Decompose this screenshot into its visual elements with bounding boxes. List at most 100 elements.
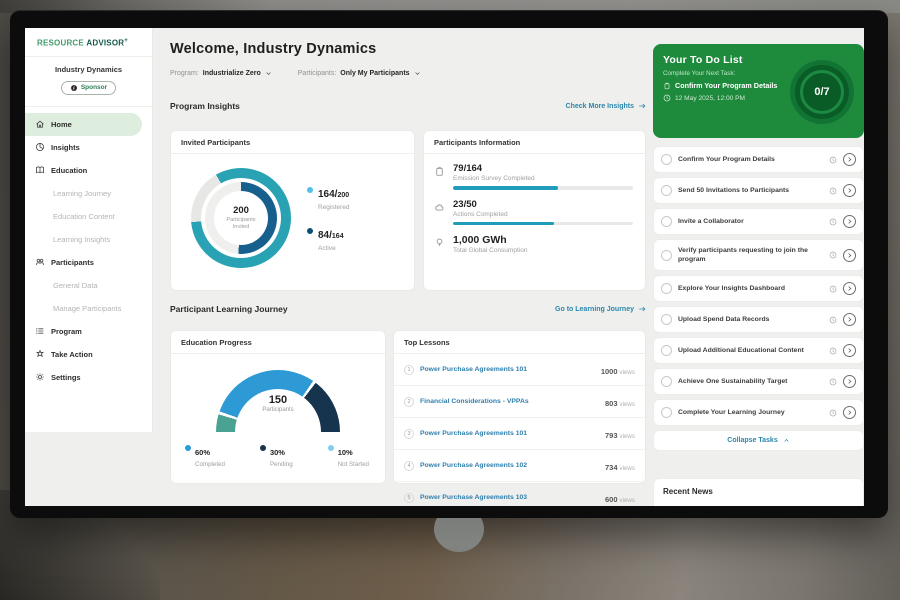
sidebar-item-participants[interactable]: Participants (25, 251, 152, 274)
clock-icon (829, 378, 837, 386)
filter-value: Industrialize Zero (202, 70, 261, 77)
open-task-button[interactable] (843, 184, 856, 197)
sidebar-item-learning-journey[interactable]: Learning Journey (25, 182, 152, 205)
logo-plus: + (124, 38, 128, 44)
chevron-right-icon (846, 285, 853, 292)
lesson-link[interactable]: Financial Considerations - VPPAs (420, 398, 529, 405)
open-task-button[interactable] (843, 215, 856, 228)
clipboard-icon (434, 166, 445, 177)
sidebar-item-insights[interactable]: Insights (25, 136, 152, 159)
monitor: RESOURCE ADVISOR+ Industry Dynamics Spon… (10, 10, 888, 518)
chevron-right-icon (846, 409, 853, 416)
lesson-rank: 5 (404, 492, 414, 503)
checkbox[interactable] (661, 314, 672, 326)
sidebar-item-label: Settings (51, 372, 81, 382)
arrow-right-icon (638, 305, 646, 313)
open-task-button[interactable] (843, 153, 856, 166)
checkbox[interactable] (661, 376, 672, 388)
top-lessons-card: Top Lessons 1 Power Purchase Agreements … (393, 330, 646, 504)
sidebar-item-program[interactable]: Program (25, 320, 152, 343)
lesson-row: 5 Power Purchase Agreements 103 600 views (394, 482, 645, 506)
invited-donut-chart: 200 Participants Invited (191, 168, 291, 268)
checkbox[interactable] (661, 216, 672, 227)
bulb-icon (434, 237, 445, 248)
card-title: Education Progress (171, 331, 385, 354)
link-label: Check More Insights (565, 102, 634, 110)
lesson-link[interactable]: Power Purchase Agreements 102 (420, 462, 528, 469)
open-task-button[interactable] (843, 282, 856, 296)
arrow-right-icon (638, 102, 646, 110)
check-more-insights-link[interactable]: Check More Insights (566, 102, 646, 110)
todo-due-date: 12 May 2025, 12:00 PM (663, 94, 784, 102)
clock-icon (829, 218, 837, 226)
page-title: Welcome, Industry Dynamics (170, 41, 377, 57)
todo-item[interactable]: Explore Your Insights Dashboard (653, 275, 864, 303)
todo-item[interactable]: Verify participants requesting to join t… (653, 239, 864, 272)
program-filter-dropdown[interactable]: Program: Industrialize Zero (170, 70, 272, 77)
sidebar-item-label: Manage Participants (53, 303, 122, 313)
participants-filter-dropdown[interactable]: Participants: Only My Participants (298, 70, 421, 77)
donut-center-label: Participants Invited (226, 217, 256, 230)
sidebar-item-settings[interactable]: Settings (25, 366, 152, 389)
sidebar-item-general-data[interactable]: General Data (25, 274, 152, 297)
legend-not-started: 10% Not Started (327, 442, 369, 468)
go-to-learning-journey-link[interactable]: Go to Learning Journey (555, 305, 646, 313)
people-icon (35, 257, 45, 267)
todo-item[interactable]: Invite a Collaborator (653, 208, 864, 235)
background-top-strip (0, 0, 900, 13)
sidebar-item-label: Home (51, 119, 72, 129)
todo-item[interactable]: Complete Your Learning Journey (653, 399, 864, 427)
lesson-link[interactable]: Power Purchase Agreements 101 (420, 366, 528, 373)
open-task-button[interactable] (843, 248, 856, 262)
lesson-link[interactable]: Power Purchase Agreements 103 (420, 494, 528, 501)
open-task-button[interactable] (843, 344, 856, 358)
checkbox[interactable] (661, 345, 672, 357)
collapse-tasks-link[interactable]: Collapse Tasks (653, 430, 864, 452)
todo-item[interactable]: Send 50 Invitations to Participants (653, 177, 864, 204)
section-title: Program Insights (170, 101, 240, 111)
invited-participants-card: Invited Participants 200 Participants In… (170, 130, 415, 291)
checkbox[interactable] (661, 154, 672, 165)
todo-item[interactable]: Confirm Your Program Details (653, 146, 864, 173)
sidebar-item-learning-insights[interactable]: Learning Insights (25, 228, 152, 251)
todo-item[interactable]: Upload Additional Educational Content (653, 337, 864, 365)
checkbox[interactable] (661, 185, 672, 196)
sidebar-item-manage-participants[interactable]: Manage Participants (25, 297, 152, 320)
metric-bar-fill (453, 186, 558, 190)
sponsor-badge-label: Sponsor (80, 84, 108, 92)
home-icon (35, 119, 45, 129)
sidebar-item-education-content[interactable]: Education Content (25, 205, 152, 228)
card-title: Invited Participants (171, 131, 414, 154)
cloud-icon (434, 202, 445, 213)
lesson-rank: 1 (404, 364, 414, 375)
sidebar-item-home[interactable]: Home (25, 112, 142, 136)
donut-legend: 164/200 Registered 84/164 Active (307, 184, 349, 252)
checkbox[interactable] (661, 249, 672, 261)
org-block: Industry Dynamics Sponsor (25, 57, 152, 107)
not-started-dot (327, 445, 334, 451)
card-title: Top Lessons (394, 331, 645, 354)
education-progress-gauge: 150 Participants (216, 370, 340, 432)
todo-hero-card: Your To Do List Complete Your Next Task:… (653, 44, 864, 138)
open-task-button[interactable] (843, 406, 856, 420)
lesson-link[interactable]: Power Purchase Agreements 101 (420, 430, 528, 437)
logo-advisor: ADVISOR (86, 38, 125, 48)
checkbox[interactable] (661, 407, 672, 419)
learning-journey-header: Participant Learning Journey Go to Learn… (170, 304, 646, 314)
list-icon (35, 326, 45, 336)
lesson-rank: 4 (404, 460, 414, 471)
education-progress-card: Education Progress 150 Participants 60% … (170, 330, 386, 484)
todo-item[interactable]: Achieve One Sustainability Target (653, 368, 864, 396)
open-task-button[interactable] (843, 313, 856, 327)
chevron-right-icon (846, 187, 853, 194)
todo-item[interactable]: Upload Spend Data Records (653, 306, 864, 334)
legend-active: 84/164 Active (307, 225, 349, 252)
sidebar-item-label: Education (51, 165, 88, 175)
todo-title: Your To Do List (663, 54, 743, 66)
checkbox[interactable] (661, 283, 672, 295)
sidebar-item-education[interactable]: Education (25, 159, 152, 182)
sidebar-item-label: Take Action (51, 349, 93, 359)
open-task-button[interactable] (843, 375, 856, 389)
sidebar-item-take-action[interactable]: Take Action (25, 343, 152, 366)
sidebar: RESOURCE ADVISOR+ Industry Dynamics Spon… (25, 28, 153, 432)
